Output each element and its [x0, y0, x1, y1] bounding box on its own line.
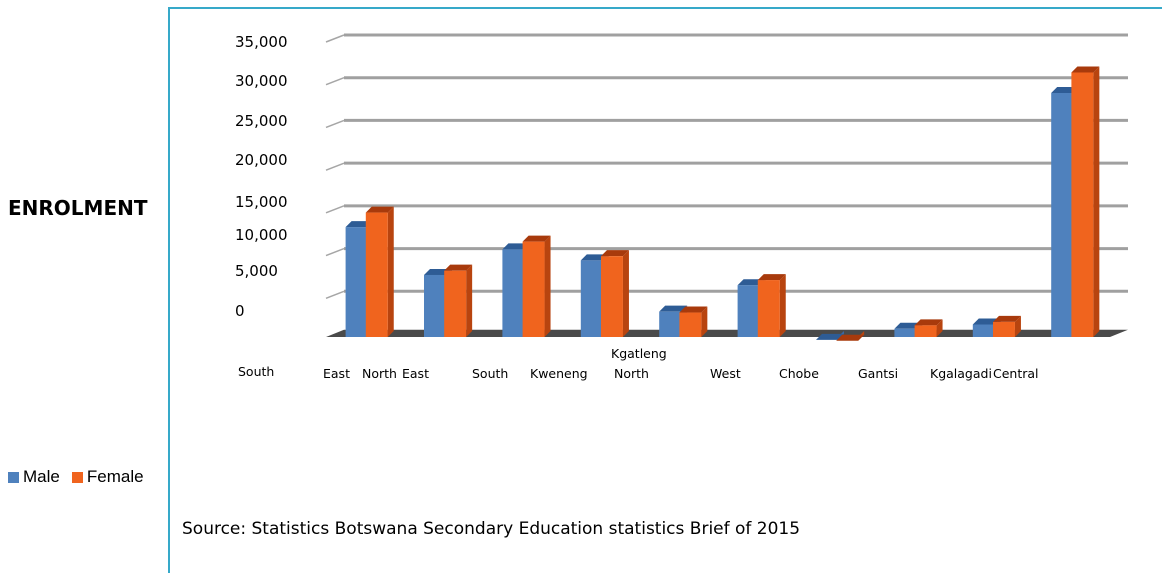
bar-top-female [679, 306, 708, 313]
x-category-label: South [472, 366, 508, 381]
bar-male [502, 249, 525, 337]
bar-top-male [816, 333, 844, 340]
gridline-edge [325, 247, 345, 257]
bar-top-female [757, 274, 786, 281]
x-category-label: Central [993, 366, 1039, 381]
bar-side-female [466, 264, 473, 337]
x-category-label: Kgatleng [611, 346, 667, 361]
x-category-label: North [614, 366, 649, 381]
y-tick-label: 10,000 [235, 226, 288, 244]
bar-male [1051, 92, 1074, 337]
bar-female [914, 325, 937, 337]
y-tick-label: 30,000 [235, 72, 288, 90]
bar-female [757, 280, 780, 337]
y-tick-label: 35,000 [235, 33, 288, 51]
source-note: Source: Statistics Botswana Secondary Ed… [182, 519, 801, 539]
bar-male [894, 328, 917, 337]
y-tick-label: 0 [235, 302, 245, 320]
x-category-label: North [362, 366, 397, 381]
y-tick-label: 15,000 [235, 193, 288, 211]
bar-side-female [701, 306, 708, 337]
x-category-label: Kweneng [530, 366, 588, 381]
bar-side-female [622, 250, 629, 337]
gridline-edge [325, 119, 345, 129]
legend-item-male: Male [8, 467, 60, 487]
bar-side-female [1014, 315, 1021, 337]
bar-top-female [914, 319, 943, 326]
bar-male [659, 311, 682, 337]
legend-item-female: Female [71, 467, 144, 487]
legend-swatch-male [8, 471, 19, 483]
chart-frame [168, 7, 1162, 573]
x-category-label: East [323, 366, 350, 381]
legend-label-female: Female [86, 467, 144, 486]
bar-top-male [659, 305, 688, 312]
gridline-edge [325, 290, 345, 299]
y-axis-label: ENROLMENT [8, 196, 148, 220]
gridline-edge [325, 205, 345, 214]
bar-top-female [365, 206, 394, 213]
legend-swatch-female [71, 471, 83, 483]
bar-top-female [836, 334, 865, 341]
gridline-edge [325, 162, 345, 171]
bar-male [580, 260, 603, 337]
bar-female [365, 212, 388, 337]
bar-top-female [992, 315, 1021, 322]
bar-female [1071, 72, 1094, 338]
x-category-label: West [710, 366, 741, 381]
bar-side-female [936, 319, 943, 337]
bar-female [600, 256, 623, 337]
bar-top-female [600, 250, 629, 257]
bar-top-female [522, 235, 551, 242]
bar-side-female [1093, 66, 1100, 338]
bar-female [522, 241, 545, 337]
bar-male [972, 324, 995, 337]
gridline-edge [325, 77, 345, 86]
legend: Male Female [8, 467, 150, 487]
bar-male [737, 285, 760, 337]
bar-female [679, 312, 702, 337]
x-category-label: East [402, 366, 429, 381]
bar-female [992, 321, 1015, 337]
bar-male [424, 274, 446, 337]
x-category-label: Chobe [779, 366, 819, 381]
y-tick-label: 20,000 [235, 151, 288, 169]
bar-male [345, 227, 368, 337]
bar-top-female [1071, 66, 1100, 73]
bar-side-female [779, 274, 786, 337]
x-category-label: South [238, 364, 274, 379]
x-category-label: Kgalagadi [930, 366, 992, 381]
gridline-edge [325, 34, 345, 43]
bar-side-female [387, 206, 394, 337]
x-category-label: Gantsi [858, 366, 898, 381]
y-tick-label: 25,000 [235, 112, 288, 130]
bar-side-female [544, 235, 551, 337]
bar-top-female [444, 264, 473, 271]
legend-label-male: Male [23, 467, 60, 486]
bar-female [444, 270, 467, 337]
y-tick-label: 5,000 [235, 262, 278, 280]
